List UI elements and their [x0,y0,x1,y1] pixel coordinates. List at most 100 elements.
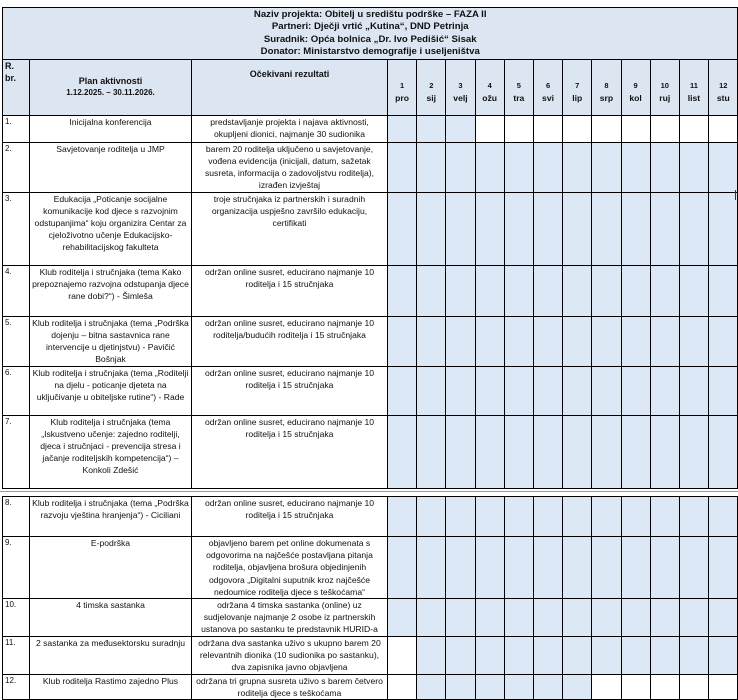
month-cell-active [386,365,418,416]
month-cell-active [678,598,710,638]
month-cell-active [562,535,593,600]
month-cell-active [708,315,738,367]
row-number: 1. [2,114,30,143]
month-cell-active [416,673,447,700]
month-cell-empty [620,114,651,143]
activity-cell: Klub roditelja i stručnjaka (tema „Podrš… [29,315,192,367]
month-cell-active [503,414,534,489]
expected-result-cell: barem 20 roditelja uključeno u savjetova… [191,141,388,193]
row-number: 2. [2,141,30,193]
month-cell-active [562,315,593,367]
activity-cell: Klub roditelja i stručnjaka (tema „Rodit… [29,365,192,416]
month-cell-active [708,141,738,193]
expected-result-cell: troje stručnjaka iz partnerskih i suradn… [191,191,388,266]
month-cell-active [386,264,418,317]
table-row: 8. Klub roditelja i stručnjaka (tema „Pod… [2,496,738,537]
month-cell-active [620,264,651,317]
month-cell-active [503,496,534,537]
activity-cell: Savjetovanje roditelja u JMP [29,141,192,193]
month-cell-active [386,141,418,193]
month-cell-active [386,598,418,638]
month-cell-active [620,315,651,367]
month-cell-active [445,315,476,367]
expected-result-cell: održan online susret, educirano najmanje… [191,264,388,317]
month-cell-empty [620,673,651,700]
month-cell-empty [386,673,418,700]
table-row: 2. Savjetovanje roditelja u JMP barem 20 r… [2,141,738,193]
month-cell-active [445,673,476,700]
month-cell-active [416,264,447,317]
month-cell-active [562,191,593,266]
column-headers: R. br. Plan aktivnosti 1.12.2025. – 30.11.… [2,58,738,116]
month-cell-active [503,315,534,367]
row-number: 9. [2,535,30,600]
table-row: 11. 2 sastanka za međusektorsku suradnju o… [2,636,738,675]
row-number: 12. [2,673,30,700]
month-cell-active [416,315,447,367]
month-cell-active [562,414,593,489]
month-cell-active [445,264,476,317]
month-cell-active [474,191,505,266]
activity-cell: Inicijalna konferencija [29,114,192,143]
month-cell-active [532,365,564,416]
month-cell-active [445,365,476,416]
row-number: 7. [2,414,30,489]
month-cell-active [620,636,651,675]
activity-cell: Klub roditelja i stručnjaka (tema „Podrš… [29,496,192,537]
activity-cell: Edukacija „Poticanje socijalne komunikac… [29,191,192,266]
month-cell-active [591,598,622,638]
month-cell-active [445,496,476,537]
month-cell-active [591,414,622,489]
month-cell-active [474,673,505,700]
month-cell-active [678,191,710,266]
column-header-month-sij: 2 sij [416,58,447,116]
month-cell-active [678,365,710,416]
table-row: 4. Klub roditelja i stručnjaka (tema Kako… [2,264,738,317]
month-cell-active [503,191,534,266]
month-cell-active [532,496,564,537]
month-cell-active [386,496,418,537]
month-cell-active [678,141,710,193]
month-cell-active [474,636,505,675]
month-cell-active [708,535,738,600]
month-cell-active [649,535,680,600]
row-number: 5. [2,315,30,367]
month-cell-active [620,365,651,416]
month-cell-active [416,365,447,416]
month-cell-active [532,636,564,675]
month-cell-empty [649,673,680,700]
column-header-month-kol: 9 kol [620,58,651,116]
column-header-month-ruj: 10 ruj [649,58,680,116]
activity-cell: Klub roditelja Rastimo zajedno Plus [29,673,192,700]
month-cell-empty [562,114,593,143]
month-cell-active [474,535,505,600]
expected-result-cell: održan online susret, educirano najmanje… [191,315,388,367]
month-cell-empty [386,636,418,675]
month-cell-active [620,535,651,600]
month-cell-active [562,673,593,700]
table-row: 3. Edukacija „Poticanje socijalne komunik… [2,191,738,266]
column-header-month-stu: 12 stu [708,58,738,116]
month-cell-active [649,414,680,489]
month-cell-active [445,191,476,266]
month-cell-active [416,535,447,600]
activity-plan-table-continued: 8. Klub roditelja i stručnjaka (tema „Pod… [2,496,738,700]
month-cell-active [416,414,447,489]
month-cell-active [416,598,447,638]
month-cell-active [562,365,593,416]
row-number: 8. [2,496,30,537]
month-cell-active [649,141,680,193]
month-cell-active [678,264,710,317]
month-cell-active [562,264,593,317]
project-header: Naziv projekta: Obitelj u središtu podrš… [1,7,738,60]
row-number: 3. [2,191,30,266]
month-cell-active [503,673,534,700]
month-cell-active [503,365,534,416]
month-cell-active [649,315,680,367]
month-cell-active [678,414,710,489]
month-cell-active [591,141,622,193]
month-cell-active [620,141,651,193]
month-cell-active [591,191,622,266]
project-name: Naziv projekta: Obitelj u središtu podrš… [253,9,487,20]
table-row: 5. Klub roditelja i stručnjaka (tema „Pod… [2,315,738,367]
